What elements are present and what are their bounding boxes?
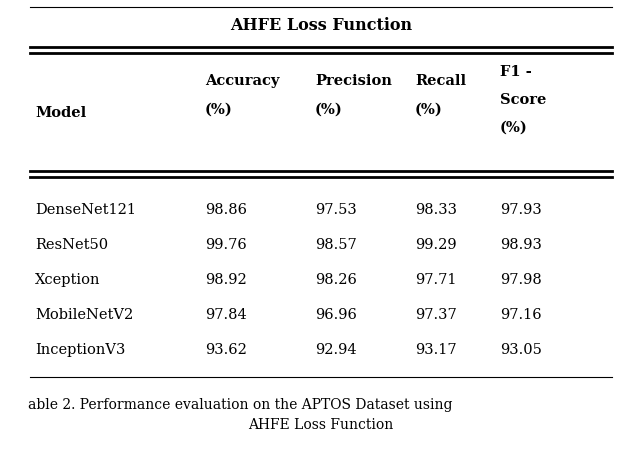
Text: Xception: Xception [35, 272, 100, 287]
Text: (%): (%) [205, 103, 233, 117]
Text: DenseNet121: DenseNet121 [35, 202, 136, 217]
Text: Model: Model [35, 106, 86, 120]
Text: 98.33: 98.33 [415, 202, 457, 217]
Text: InceptionV3: InceptionV3 [35, 342, 125, 356]
Text: 97.84: 97.84 [205, 307, 247, 321]
Text: (%): (%) [415, 103, 443, 117]
Text: able 2. Performance evaluation on the APTOS Dataset using: able 2. Performance evaluation on the AP… [28, 397, 452, 411]
Text: 98.86: 98.86 [205, 202, 247, 217]
Text: 97.93: 97.93 [500, 202, 541, 217]
Text: 97.37: 97.37 [415, 307, 457, 321]
Text: Score: Score [500, 93, 547, 107]
Text: AHFE Loss Function: AHFE Loss Function [230, 18, 412, 34]
Text: (%): (%) [315, 103, 343, 117]
Text: 93.05: 93.05 [500, 342, 542, 356]
Text: 93.62: 93.62 [205, 342, 247, 356]
Text: 99.29: 99.29 [415, 238, 456, 251]
Text: 99.76: 99.76 [205, 238, 247, 251]
Text: 98.26: 98.26 [315, 272, 357, 287]
Text: AHFE Loss Function: AHFE Loss Function [248, 417, 394, 431]
Text: 97.71: 97.71 [415, 272, 456, 287]
Text: 97.16: 97.16 [500, 307, 541, 321]
Text: 97.53: 97.53 [315, 202, 356, 217]
Text: Recall: Recall [415, 74, 466, 88]
Text: ResNet50: ResNet50 [35, 238, 108, 251]
Text: 98.92: 98.92 [205, 272, 247, 287]
Text: Accuracy: Accuracy [205, 74, 280, 88]
Text: 93.17: 93.17 [415, 342, 456, 356]
Text: 98.93: 98.93 [500, 238, 542, 251]
Text: (%): (%) [500, 121, 528, 135]
Text: Precision: Precision [315, 74, 392, 88]
Text: 98.57: 98.57 [315, 238, 356, 251]
Text: 92.94: 92.94 [315, 342, 356, 356]
Text: 96.96: 96.96 [315, 307, 357, 321]
Text: MobileNetV2: MobileNetV2 [35, 307, 133, 321]
Text: 97.98: 97.98 [500, 272, 541, 287]
Text: F1 -: F1 - [500, 65, 532, 79]
